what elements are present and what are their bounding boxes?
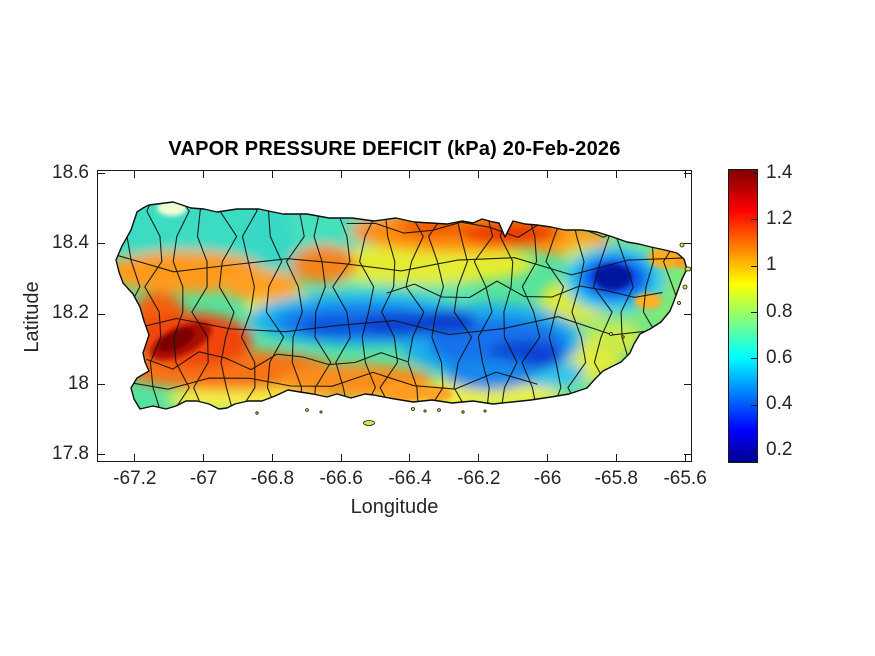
- x-tick-mark-top: [615, 171, 617, 178]
- x-tick-label: -67.2: [113, 468, 157, 489]
- y-tick-mark-right: [684, 384, 691, 386]
- x-tick-mark: [340, 454, 342, 461]
- x-tick-mark-top: [340, 171, 342, 178]
- colorbar-tick-label: 1.2: [766, 207, 793, 229]
- chart-title: VAPOR PRESSURE DEFICIT (kPa) 20-Feb-2026: [168, 138, 621, 160]
- x-tick-mark-top: [684, 171, 686, 178]
- x-tick-mark: [684, 454, 686, 461]
- colorbar-tick-mark: [751, 265, 757, 267]
- x-tick-mark: [409, 454, 411, 461]
- x-tick-mark-top: [134, 171, 136, 178]
- x-tick-label: -65.6: [663, 468, 707, 489]
- colorbar-tick-label: 0.8: [766, 300, 793, 322]
- x-tick-mark-top: [271, 171, 273, 178]
- y-tick-mark-right: [684, 313, 691, 315]
- x-tick-mark: [547, 454, 549, 461]
- x-tick-label: -66.8: [250, 468, 295, 489]
- colorbar-tick-mark: [751, 358, 757, 360]
- axes-box: [97, 170, 692, 462]
- y-tick-mark: [98, 173, 105, 175]
- y-tick-label: 18.6: [52, 161, 89, 183]
- x-tick-mark-top: [547, 171, 549, 178]
- x-tick-label: -66.6: [319, 468, 363, 489]
- x-tick-mark: [478, 454, 480, 461]
- colorbar-tick-mark: [751, 450, 757, 452]
- x-tick-mark: [615, 454, 617, 461]
- colorbar-tick-mark: [751, 312, 757, 314]
- y-tick-label: 18: [67, 372, 89, 394]
- x-tick-mark: [203, 454, 205, 461]
- y-tick-mark: [98, 384, 105, 386]
- y-tick-label: 17.8: [52, 442, 89, 464]
- y-tick-mark: [98, 454, 105, 456]
- y-tick-mark: [98, 313, 105, 315]
- colorbar-tick-mark: [751, 173, 757, 175]
- x-tick-mark: [134, 454, 136, 461]
- colorbar-tick-label: 1: [766, 254, 777, 276]
- x-tick-label: -65.8: [594, 468, 638, 489]
- y-tick-label: 18.4: [52, 231, 89, 253]
- x-tick-label: -66.4: [388, 468, 432, 489]
- y-tick-label: 18.2: [52, 302, 89, 324]
- x-tick-mark-top: [203, 171, 205, 178]
- x-tick-mark: [271, 454, 273, 461]
- colorbar-tick-label: 0.6: [766, 346, 793, 368]
- x-tick-mark-top: [478, 171, 480, 178]
- y-tick-mark: [98, 243, 105, 245]
- colorbar-tick-label: 0.2: [766, 439, 793, 461]
- x-tick-label: -67: [189, 468, 218, 489]
- colorbar-tick-label: 1.4: [766, 161, 793, 183]
- x-axis-label: Longitude: [350, 496, 439, 518]
- colorbar-tick-mark: [751, 404, 757, 406]
- colorbar-tick-mark: [751, 219, 757, 221]
- y-tick-mark-right: [684, 173, 691, 175]
- x-tick-mark-top: [409, 171, 411, 178]
- x-tick-label: -66.2: [457, 468, 501, 489]
- y-tick-mark-right: [684, 243, 691, 245]
- colorbar: [728, 169, 758, 463]
- colorbar-tick-label: 0.4: [766, 393, 793, 415]
- x-tick-label: -66: [533, 468, 562, 489]
- y-tick-mark-right: [684, 454, 691, 456]
